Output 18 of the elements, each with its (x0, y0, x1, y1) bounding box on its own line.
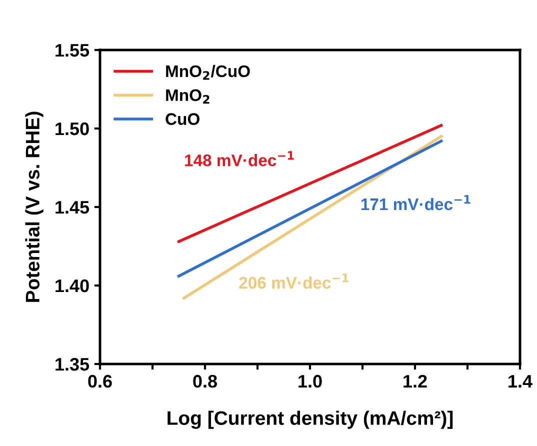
y-tick-label: 1.40 (56, 279, 89, 292)
x-tick-label: 0.6 (88, 374, 112, 388)
y-tick-label: 1.35 (56, 358, 90, 371)
legend-label: MnO$_{2}$ (166, 89, 210, 104)
x-tick-label: 1.2 (404, 374, 427, 388)
x-tick-label: 0.8 (193, 374, 217, 388)
annotation: 206 mV·dec$^{−1}$ (239, 274, 348, 289)
y-tick-label: 1.50 (56, 122, 89, 136)
x-axis-title: Log [Current density (mA/cm²)] (168, 410, 453, 429)
legend-label: MnO$_{2}$/CuO (166, 64, 250, 80)
x-tick-label: 1.4 (508, 375, 532, 388)
y-tick-label: 1.45 (56, 201, 90, 214)
y-axis-title: Potential (V vs. RHE) (25, 112, 44, 302)
legend-label: CuO (166, 113, 200, 125)
annotation: 148 mV·dec$^{−1}$ (185, 151, 294, 166)
annotation: 171 mV·dec$^{−1}$ (361, 195, 470, 210)
y-tick-label: 1.55 (56, 44, 90, 57)
x-tick-label: 1.0 (298, 374, 322, 388)
